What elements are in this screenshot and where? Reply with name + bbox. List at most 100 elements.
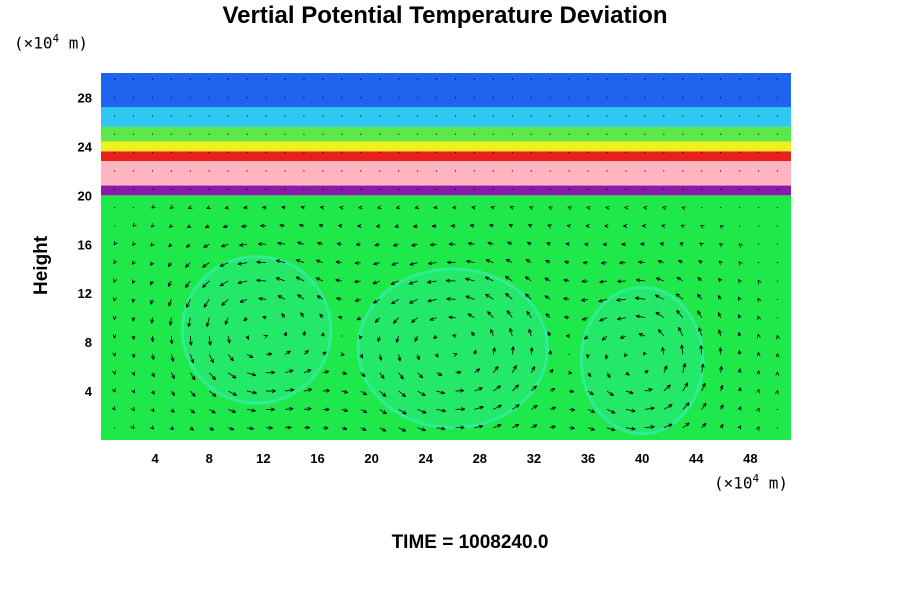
vector-arrow	[219, 262, 229, 267]
vector-dot	[625, 151, 627, 154]
vector-dot	[701, 133, 703, 135]
vector-arrowhead	[564, 315, 569, 320]
vector-arrowhead	[112, 334, 117, 339]
vector-dot	[113, 151, 116, 154]
vector-arrow	[436, 390, 445, 394]
vector-dot	[738, 206, 741, 209]
vector-arrow	[284, 350, 291, 355]
vector-arrowhead	[738, 279, 743, 284]
vector-arrowhead	[624, 205, 629, 210]
vector-arrow	[408, 280, 418, 285]
vector-arrowhead	[300, 205, 305, 210]
vector-arrowhead	[617, 316, 622, 321]
vector-dot	[189, 170, 191, 172]
vector-dot	[189, 133, 191, 135]
vector-arrowhead	[550, 387, 556, 392]
vector-arrowhead	[625, 371, 630, 376]
vector-arrow	[661, 347, 665, 355]
vector-arrowhead	[718, 329, 722, 334]
vector-arrow	[511, 346, 514, 355]
vector-dot	[265, 115, 267, 117]
vector-dot	[720, 96, 722, 99]
vector-dot	[701, 96, 703, 99]
vector-arrowhead	[650, 425, 655, 429]
vector-dot	[492, 151, 494, 154]
vector-arrowhead	[169, 204, 175, 209]
vector-arrowhead	[263, 334, 268, 339]
vector-arrowhead	[324, 370, 329, 374]
vector-arrowhead	[445, 278, 450, 283]
vector-arrow	[474, 368, 481, 374]
vector-arrowhead	[131, 298, 136, 303]
vector-arrow	[448, 316, 456, 319]
vector-dot	[379, 170, 381, 172]
vector-dot	[435, 188, 438, 190]
vector-dot	[284, 188, 286, 190]
vector-arrow	[506, 310, 513, 318]
vector-arrowhead	[277, 295, 282, 299]
vector-dot	[625, 78, 627, 80]
vector-arrowhead	[737, 406, 742, 411]
vector-arrowhead	[392, 319, 398, 324]
vector-dot	[530, 133, 532, 135]
vector-arrowhead	[343, 389, 349, 394]
vector-dot	[113, 115, 116, 117]
vector-dot	[454, 133, 457, 135]
vector-dot	[227, 115, 229, 117]
vector-dot	[511, 133, 513, 135]
vector-dot	[757, 151, 760, 154]
vector-arrowhead	[696, 293, 702, 298]
vector-dot	[663, 188, 665, 190]
vector-arrow	[284, 389, 295, 392]
vector-arrow	[189, 335, 192, 346]
vector-dot	[776, 408, 779, 411]
vector-arrowhead	[438, 372, 443, 376]
vector-dot	[549, 78, 551, 80]
vector-arrowhead	[585, 224, 590, 228]
vector-dot	[398, 78, 400, 80]
vector-dot	[587, 170, 589, 172]
vector-arrowhead	[547, 331, 552, 336]
vector-arrowhead	[149, 425, 155, 430]
vector-arrowhead	[616, 298, 621, 302]
vector-arrow	[505, 293, 513, 300]
vector-arrowhead	[202, 263, 207, 268]
vector-arrowhead	[185, 263, 190, 268]
vector-arrow	[170, 372, 175, 379]
vector-dot	[511, 96, 513, 99]
vector-arrowhead	[494, 366, 499, 371]
vector-arrowhead	[581, 298, 586, 302]
vector-arrowhead	[598, 298, 603, 303]
vector-arrowhead	[378, 356, 383, 361]
vector-arrowhead	[283, 331, 287, 337]
vector-dot	[738, 96, 741, 99]
vector-arrowhead	[392, 242, 398, 247]
vector-arrowhead	[563, 278, 568, 283]
vector-arrowhead	[239, 299, 244, 303]
vector-arrow	[256, 279, 267, 282]
vector-arrowhead	[262, 205, 267, 210]
vector-dot	[530, 96, 532, 99]
vector-dot	[530, 151, 532, 154]
vector-arrow	[398, 427, 406, 432]
vector-arrow	[239, 243, 248, 246]
vector-arrowhead	[719, 404, 724, 409]
vector-arrow	[374, 317, 380, 323]
band-7	[101, 73, 791, 108]
vector-arrowhead	[487, 241, 492, 246]
vector-arrow	[682, 382, 689, 392]
vector-arrow	[379, 354, 382, 361]
vector-arrowhead	[599, 317, 604, 322]
vector-arrowhead	[635, 314, 640, 319]
vector-arrowhead	[252, 390, 257, 395]
vector-arrow	[227, 372, 237, 379]
vector-arrowhead	[684, 382, 689, 387]
vector-dot	[132, 96, 135, 99]
vector-dot	[246, 133, 248, 135]
vector-dot	[568, 96, 570, 99]
vector-arrowhead	[295, 276, 301, 281]
vector-dot	[682, 151, 684, 154]
vector-arrow	[373, 298, 380, 304]
vector-arrowhead	[416, 355, 421, 361]
vector-dot	[322, 151, 324, 154]
